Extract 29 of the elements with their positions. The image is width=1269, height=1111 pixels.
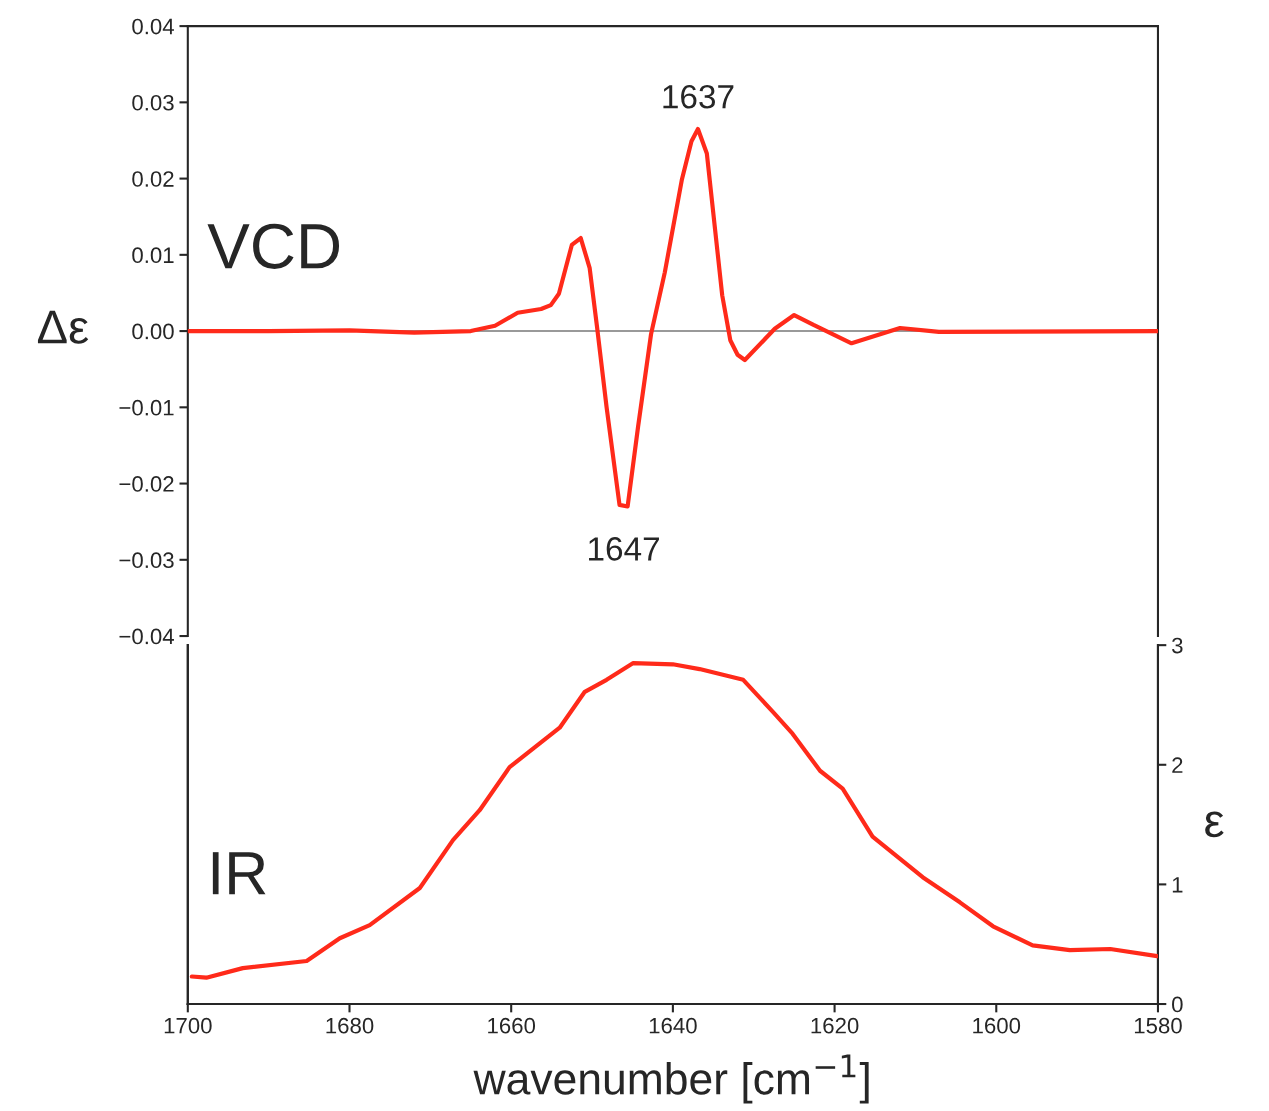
annotation: 1637 (663, 84, 734, 109)
x-tick-label: 1640 (649, 1017, 697, 1034)
y-tick-label: 0.02 (132, 171, 174, 187)
x-tick-label: 1600 (973, 1017, 1021, 1034)
y-tick-label: 0.00 (132, 323, 174, 340)
x-tick-label: 1660 (488, 1017, 536, 1034)
annotation: VCD (207, 223, 340, 269)
x-tick-label: 1580 (1134, 1017, 1182, 1034)
x-axis-title: wavenumber [cm$^{−1}$] (473, 1054, 869, 1104)
line-series (189, 661, 1158, 980)
y-tick-label: −0.01 (119, 399, 174, 416)
x-tick-label: 1700 (164, 1017, 212, 1034)
y-tick-label: 0.04 (132, 18, 174, 35)
y-tick-label: 0.01 (132, 247, 174, 264)
y2-tick-label: 2 (1172, 757, 1183, 773)
y2-tick-label: 0 (1172, 996, 1183, 1013)
x-tick-label: 1680 (326, 1017, 374, 1034)
y-tick-label: −0.03 (119, 552, 174, 569)
y-axis-title: Δε (37, 310, 89, 344)
line-series (187, 126, 1158, 509)
y2-tick-label: 3 (1172, 637, 1183, 654)
y-tick-label: 0.03 (132, 94, 174, 111)
x-tick-label: 1620 (811, 1017, 859, 1034)
y2-axis-title: ε (1205, 811, 1224, 838)
y-tick-label: −0.02 (119, 476, 174, 492)
annotation: IR (212, 852, 266, 895)
annotation: 1647 (589, 537, 659, 561)
y-tick-label: −0.04 (119, 628, 174, 645)
y2-tick-label: 1 (1172, 877, 1183, 893)
